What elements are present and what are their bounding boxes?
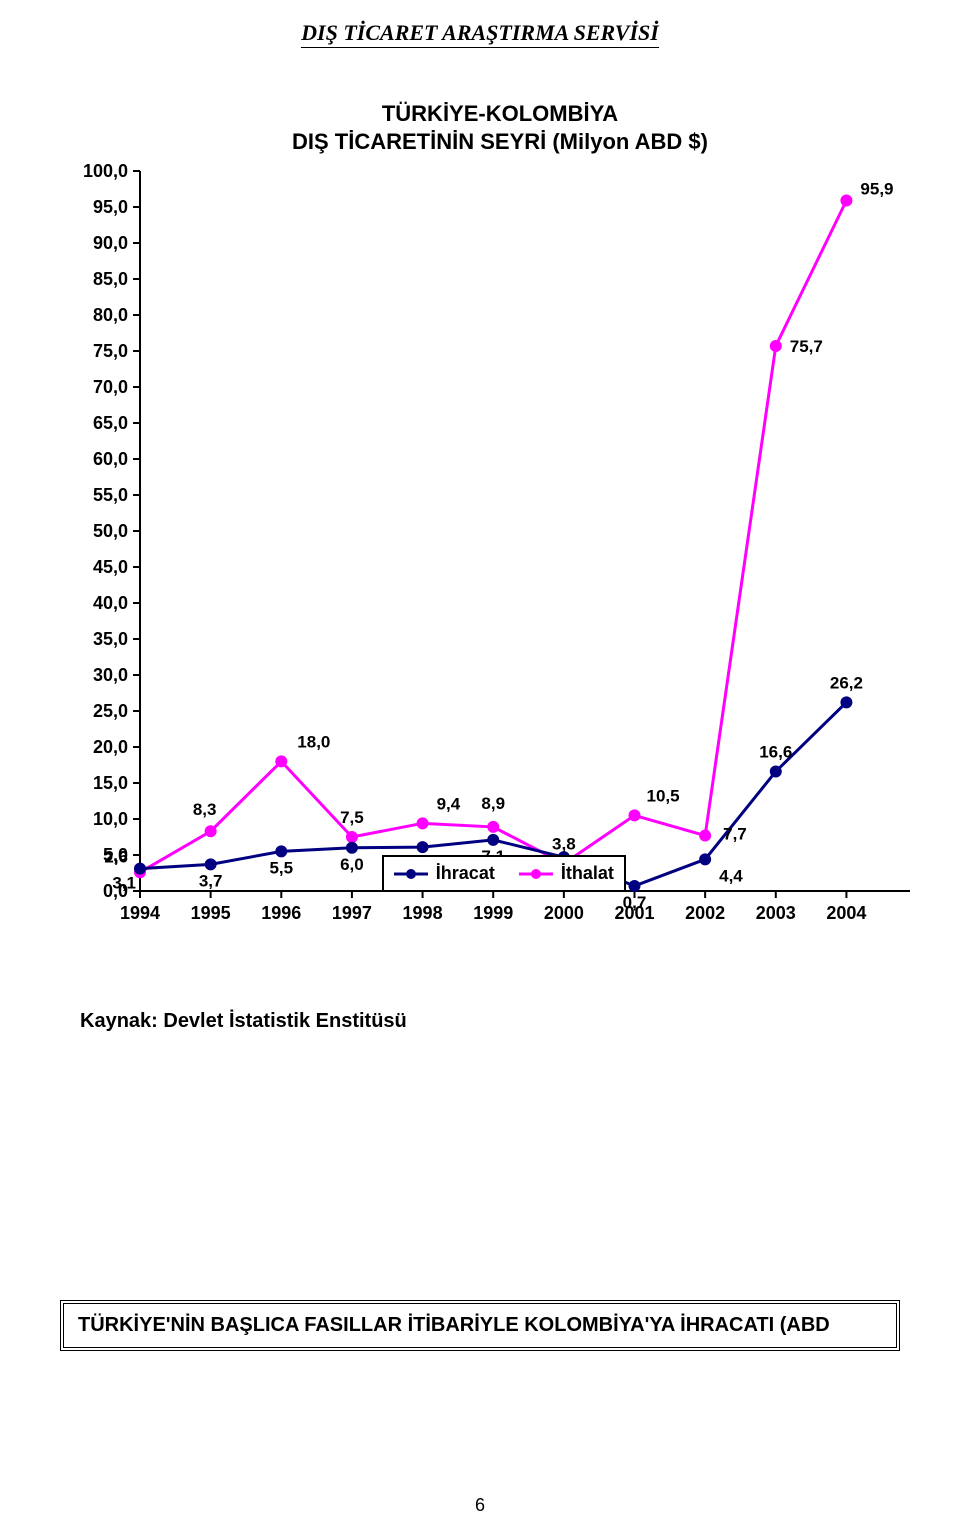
chart-title-line1: TÜRKİYE-KOLOMBİYA [382,101,618,126]
svg-text:3,8: 3,8 [552,835,576,854]
page-number: 6 [0,1495,960,1516]
svg-text:1997: 1997 [332,903,372,923]
legend-item-ihracat: İhracat [394,863,495,884]
chart-title-line2: DIŞ TİCARETİNİN SEYRİ (Milyon ABD $) [292,129,708,154]
svg-text:2002: 2002 [685,903,725,923]
svg-text:95,0: 95,0 [93,197,128,217]
svg-text:5,5: 5,5 [269,858,293,877]
svg-text:7,7: 7,7 [723,825,747,844]
svg-text:2000: 2000 [544,903,584,923]
chart-caption: Kaynak: Devlet İstatistik Enstitüsü [80,1010,407,1033]
svg-text:1994: 1994 [120,903,160,923]
svg-text:4,4: 4,4 [719,866,743,885]
svg-text:100,0: 100,0 [83,161,128,181]
legend-label-ihracat: İhracat [436,863,495,884]
svg-text:55,0: 55,0 [93,485,128,505]
legend-item-ithalat: İthalat [519,863,614,884]
header-text: DIŞ TİCARET ARAŞTIRMA SERVİSİ [301,20,659,48]
svg-text:25,0: 25,0 [93,701,128,721]
svg-text:80,0: 80,0 [93,305,128,325]
svg-text:75,0: 75,0 [93,341,128,361]
svg-text:1999: 1999 [473,903,513,923]
svg-text:3,7: 3,7 [199,871,223,890]
svg-text:85,0: 85,0 [93,269,128,289]
legend-swatch-ithalat [519,867,553,881]
svg-text:10,0: 10,0 [93,809,128,829]
svg-text:6,0: 6,0 [340,855,364,874]
svg-text:60,0: 60,0 [93,449,128,469]
chart-container: TÜRKİYE-KOLOMBİYA DIŞ TİCARETİNİN SEYRİ … [80,100,920,980]
legend-label-ithalat: İthalat [561,863,614,884]
svg-text:16,6: 16,6 [759,742,792,761]
section-subtitle-text: TÜRKİYE'NİN BAŞLICA FASILLAR İTİBARİYLE … [78,1314,830,1336]
svg-text:9,4: 9,4 [437,794,461,813]
svg-text:8,9: 8,9 [481,794,505,813]
svg-text:1995: 1995 [191,903,231,923]
section-subtitle-box: TÜRKİYE'NİN BAŞLICA FASILLAR İTİBARİYLE … [60,1300,900,1351]
svg-text:50,0: 50,0 [93,521,128,541]
svg-text:90,0: 90,0 [93,233,128,253]
svg-text:2003: 2003 [756,903,796,923]
svg-text:26,2: 26,2 [830,673,863,692]
svg-text:35,0: 35,0 [93,629,128,649]
page-header: DIŞ TİCARET ARAŞTIRMA SERVİSİ [0,20,960,48]
svg-text:20,0: 20,0 [93,737,128,757]
svg-text:2,6: 2,6 [104,847,128,866]
legend-swatch-ihracat [394,867,428,881]
chart-plot: 0,05,010,015,020,025,030,035,040,045,050… [80,161,920,941]
svg-text:95,9: 95,9 [860,180,893,199]
svg-text:8,3: 8,3 [193,800,217,819]
svg-text:40,0: 40,0 [93,593,128,613]
svg-text:15,0: 15,0 [93,773,128,793]
chart-svg: 0,05,010,015,020,025,030,035,040,045,050… [80,161,920,941]
svg-text:7,5: 7,5 [340,808,364,827]
svg-text:30,0: 30,0 [93,665,128,685]
svg-text:18,0: 18,0 [297,732,330,751]
svg-text:1998: 1998 [403,903,443,923]
chart-title: TÜRKİYE-KOLOMBİYA DIŞ TİCARETİNİN SEYRİ … [80,100,920,155]
page: DIŞ TİCARET ARAŞTIRMA SERVİSİ TÜRKİYE-KO… [0,0,960,1540]
svg-text:1996: 1996 [261,903,301,923]
svg-text:45,0: 45,0 [93,557,128,577]
svg-text:65,0: 65,0 [93,413,128,433]
svg-text:10,5: 10,5 [646,786,679,805]
svg-text:2004: 2004 [826,903,866,923]
svg-text:75,7: 75,7 [790,337,823,356]
svg-text:3,1: 3,1 [112,874,136,893]
svg-text:0,7: 0,7 [623,893,647,912]
svg-text:70,0: 70,0 [93,377,128,397]
chart-legend: İhracat İthalat [382,855,626,892]
